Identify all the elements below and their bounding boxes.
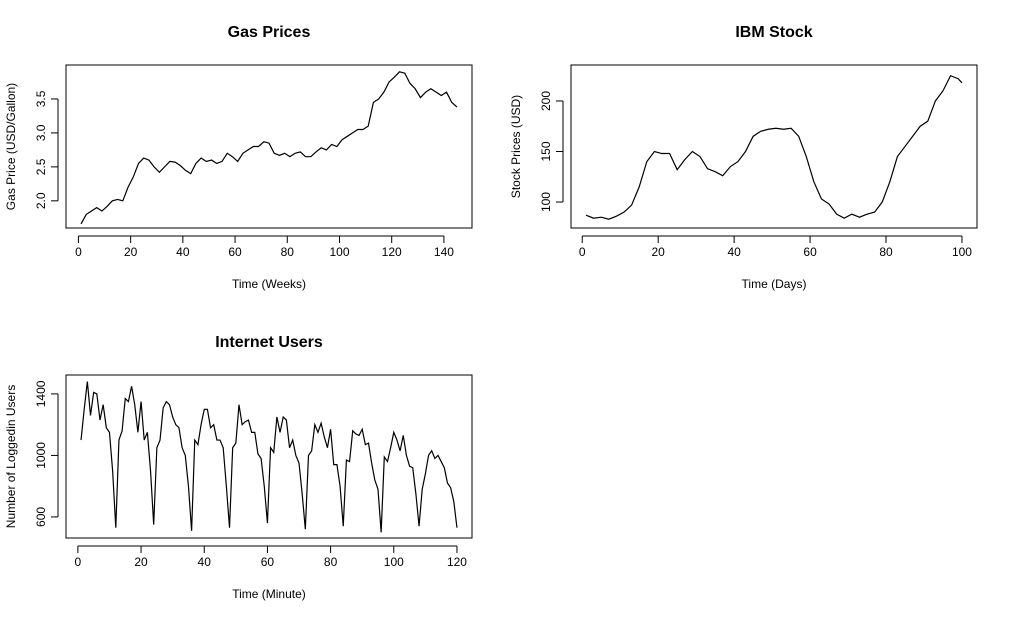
x-tick-label: 120 <box>382 245 402 259</box>
x-tick-label: 60 <box>261 555 275 569</box>
data-line <box>585 74 963 220</box>
x-tick-label: 40 <box>727 245 741 259</box>
x-tick-label: 100 <box>952 245 972 259</box>
plot-frame <box>65 64 473 229</box>
y-axis-label: Number of Loggedin Users <box>4 385 18 528</box>
y-tick-label: 200 <box>539 91 553 111</box>
data-line <box>80 71 458 225</box>
y-tick-label: 3.5 <box>34 90 48 107</box>
x-tick-label: 40 <box>176 245 190 259</box>
x-axis-label: Time (Minute) <box>232 587 306 601</box>
y-tick-label: 150 <box>539 141 553 161</box>
x-tick-label: 80 <box>324 555 338 569</box>
data-line <box>80 381 458 533</box>
x-tick-label: 0 <box>75 245 82 259</box>
chart-title: Internet Users <box>215 334 323 351</box>
x-tick-label: 60 <box>803 245 817 259</box>
x-axis-label: Time (Days) <box>742 277 807 291</box>
x-tick-label: 100 <box>329 245 349 259</box>
x-tick-label: 140 <box>434 245 454 259</box>
y-tick-label: 1400 <box>34 380 48 407</box>
x-tick-label: 0 <box>75 555 82 569</box>
x-tick-label: 80 <box>879 245 893 259</box>
x-tick-label: 120 <box>447 555 467 569</box>
x-tick-label: 40 <box>198 555 212 569</box>
y-tick-label: 2.5 <box>34 158 48 175</box>
y-axis-label: Stock Prices (USD) <box>509 95 523 198</box>
y-tick-label: 600 <box>34 507 48 527</box>
y-tick-label: 1000 <box>34 442 48 469</box>
y-axis-label: Gas Price (USD/Gallon) <box>4 83 18 210</box>
x-tick-label: 20 <box>134 555 148 569</box>
y-tick-label: 3.0 <box>34 124 48 141</box>
y-tick-label: 100 <box>539 192 553 212</box>
x-tick-label: 20 <box>124 245 138 259</box>
chart-title: Gas Prices <box>228 24 311 41</box>
x-tick-label: 60 <box>228 245 242 259</box>
x-tick-label: 80 <box>281 245 295 259</box>
y-tick-label: 2.0 <box>34 192 48 209</box>
x-tick-label: 20 <box>652 245 666 259</box>
chart-title: IBM Stock <box>735 24 812 41</box>
x-axis-label: Time (Weeks) <box>232 277 306 291</box>
x-tick-label: 100 <box>384 555 404 569</box>
x-tick-label: 0 <box>579 245 586 259</box>
plot-frame <box>570 64 978 229</box>
plot-frame <box>65 374 473 539</box>
